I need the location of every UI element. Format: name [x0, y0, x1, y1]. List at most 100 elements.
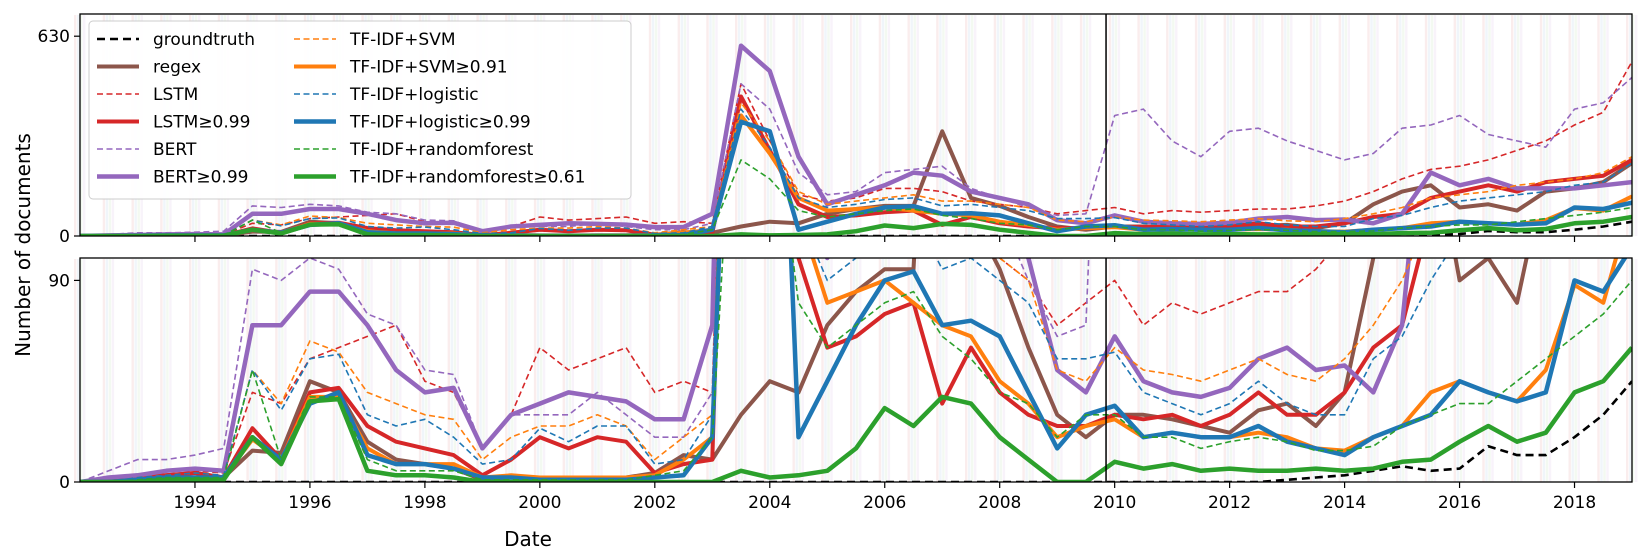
background-bar-bottom-9-1: [335, 259, 339, 482]
background-bar-bottom-39-0: [1194, 259, 1198, 482]
background-bar-top-35-1: [1082, 15, 1086, 236]
background-bar-top-44-0: [1338, 15, 1341, 236]
background-bar-top-21-2: [683, 15, 686, 236]
background-bar-bottom-51-0: [1539, 259, 1543, 482]
background-bar-bottom-27-2: [856, 259, 859, 482]
background-bar-top-38-1: [1169, 15, 1172, 236]
background-bar-bottom-25-3: [801, 259, 804, 482]
background-bar-bottom-8-0: [303, 259, 307, 482]
background-bar-bottom-7-0: [275, 259, 278, 482]
x-tick-label-2014: 2014: [1323, 493, 1366, 513]
background-bar-bottom-2-0: [131, 259, 134, 482]
background-bar-bottom-36-2: [1114, 259, 1118, 482]
background-bar-bottom-26-1: [824, 259, 827, 482]
background-bar-bottom-42-3: [1290, 259, 1293, 482]
background-bar-bottom-18-3: [600, 259, 603, 482]
background-bar-top-29-0: [907, 15, 910, 236]
background-bar-bottom-33-2: [1028, 259, 1031, 482]
series-line-lstm-geq-0-99-bottom: [80, 258, 1422, 482]
background-bar-top-0-3: [83, 15, 86, 236]
background-bar-top-45-0: [1367, 15, 1370, 236]
background-bar-top-39-0: [1194, 15, 1198, 236]
legend: groundtruth regex LSTM LSTM≥0.99 BERT BERT≥0.…: [88, 20, 632, 200]
background-bar-top-22-1: [709, 15, 712, 236]
background-bar-bottom-28-1: [881, 259, 885, 482]
background-bar-bottom-37-1: [1140, 259, 1143, 482]
x-tick-label-1996: 1996: [288, 493, 331, 513]
background-bar-bottom-9-2: [338, 259, 342, 482]
background-bar-bottom-5-0: [217, 259, 221, 482]
background-bar-bottom-2-1: [134, 259, 137, 482]
background-bar-bottom-0-3: [83, 259, 86, 482]
background-bar-bottom-19-2: [626, 259, 629, 482]
background-bar-bottom-3-3: [169, 259, 172, 482]
background-bar-top-30-2: [942, 15, 945, 236]
background-bar-bottom-31-2: [971, 259, 974, 482]
background-bar-top-38-3: [1175, 15, 1178, 236]
background-bar-top-24-0: [763, 15, 767, 236]
background-bar-bottom-34-0: [1051, 259, 1054, 482]
background-bar-top-42-2: [1287, 15, 1290, 236]
background-bar-bottom-20-2: [654, 259, 658, 482]
legend-label-tf-idf-plus-logistic: TF-IDF+logistic: [349, 85, 479, 105]
background-bar-top-47-2: [1430, 15, 1434, 236]
background-bar-bottom-29-3: [916, 259, 919, 482]
background-bar-bottom-13-2: [453, 259, 456, 482]
background-bar-top-36-2: [1114, 15, 1118, 236]
background-bar-bottom-44-1: [1341, 259, 1344, 482]
background-bar-top-40-0: [1223, 15, 1226, 236]
background-bar-bottom-36-3: [1117, 259, 1121, 482]
background-bar-top-28-3: [887, 15, 891, 236]
background-bar-bottom-48-2: [1459, 259, 1462, 482]
background-bar-top-26-3: [830, 15, 833, 236]
background-bar-top-39-1: [1197, 15, 1201, 236]
background-bar-top-38-0: [1166, 15, 1169, 236]
background-bar-bottom-5-2: [223, 259, 227, 482]
background-bar-bottom-3-2: [166, 259, 169, 482]
background-bar-top-45-2: [1373, 15, 1376, 236]
background-bar-bottom-30-1: [939, 259, 942, 482]
background-bar-bottom-4-3: [198, 259, 201, 482]
background-bar-bottom-8-3: [312, 259, 316, 482]
background-bar-top-35-2: [1085, 15, 1089, 236]
background-bar-top-30-3: [945, 15, 948, 236]
background-bar-bottom-48-3: [1462, 259, 1465, 482]
series-line-lstm-top: [80, 61, 1632, 236]
background-bar-bottom-35-1: [1082, 259, 1086, 482]
x-tick-label-2000: 2000: [518, 493, 561, 513]
x-tick-label-1994: 1994: [173, 493, 216, 513]
background-bar-top-20-2: [654, 15, 658, 236]
background-bar-top-21-0: [677, 15, 680, 236]
background-bar-bottom-31-0: [965, 259, 968, 482]
background-bar-top-25-0: [792, 15, 795, 236]
background-bar-bottom-7-3: [284, 259, 287, 482]
background-bar-top-50-3: [1520, 15, 1523, 236]
background-bar-top-32-3: [1002, 15, 1006, 236]
background-bar-bottom-46-1: [1399, 259, 1402, 482]
legend-label-tf-idf-plus-randomforest: TF-IDF+randomforest: [349, 140, 534, 160]
background-bar-bottom-16-2: [539, 259, 543, 482]
background-bar-top-33-2: [1028, 15, 1031, 236]
legend-label-regex: regex: [153, 58, 201, 78]
background-bar-bottom-14-0: [476, 259, 479, 482]
background-bar-top-36-3: [1117, 15, 1121, 236]
background-bar-bottom-9-3: [341, 259, 345, 482]
background-bar-top-45-3: [1376, 15, 1379, 236]
background-bar-bottom-38-0: [1166, 259, 1169, 482]
background-bar-bottom-14-2: [482, 259, 485, 482]
background-bar-bottom-49-1: [1485, 259, 1488, 482]
background-bar-bottom-20-3: [657, 259, 661, 482]
background-bar-bottom-38-1: [1169, 259, 1172, 482]
background-bar-bottom-33-0: [1022, 259, 1025, 482]
background-bar-top-44-2: [1344, 15, 1347, 236]
background-bar-top-54-3: [1635, 15, 1638, 236]
background-bar-top-36-0: [1108, 15, 1112, 236]
background-bar-bottom-24-0: [763, 259, 767, 482]
background-bar-bottom-30-2: [942, 259, 945, 482]
y-axis-label: Number of documents: [11, 133, 35, 357]
background-bar-top-24-2: [769, 15, 773, 236]
background-bar-top-34-3: [1060, 15, 1063, 236]
background-bar-bottom-46-3: [1405, 259, 1408, 482]
background-bar-top-54-0: [1626, 15, 1629, 236]
background-bar-bottom-24-2: [769, 259, 773, 482]
